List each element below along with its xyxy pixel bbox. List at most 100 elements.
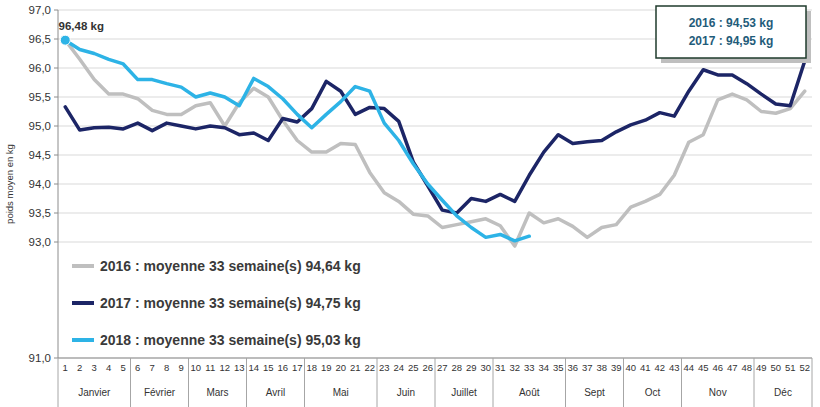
y-tick: [54, 97, 58, 98]
x-tick-label: 36: [567, 362, 578, 373]
group-separator: [188, 358, 189, 407]
x-tick-label: 28: [451, 362, 462, 373]
month-label: Mars: [206, 387, 228, 398]
group-separator: [812, 358, 813, 407]
month-label: Février: [144, 387, 176, 398]
legend-label: 2017 : moyenne 33 semaine(s) 94,75 kg: [100, 295, 361, 311]
legend-swatch: [72, 264, 94, 268]
x-tick-label: 27: [437, 362, 448, 373]
x-tick-label: 35: [553, 362, 564, 373]
legend-swatch: [72, 338, 94, 342]
month-label: Mai: [333, 387, 349, 398]
x-tick-label: 20: [335, 362, 346, 373]
x-tick-label: 49: [756, 362, 767, 373]
annotation: 2017 : 94,95 kg: [689, 34, 774, 48]
x-tick-label: 16: [277, 362, 288, 373]
x-tick-label: 12: [219, 362, 230, 373]
grid-line: [58, 68, 812, 69]
plot-area: [65, 40, 805, 246]
x-tick-label: 42: [654, 362, 665, 373]
x-tick-label: 22: [364, 362, 375, 373]
x-tick-label: 7: [150, 362, 155, 373]
y-tick: [54, 68, 58, 69]
x-tick-label: 40: [625, 362, 636, 373]
x-tick-label: 1: [63, 362, 68, 373]
grid-line: [58, 242, 812, 243]
month-label: Janvier: [78, 387, 111, 398]
y-tick: [54, 213, 58, 214]
x-tick-label: 4: [106, 362, 111, 373]
x-tick-label: 18: [306, 362, 317, 373]
x-tick-label: 9: [179, 362, 184, 373]
x-tick-label: 37: [582, 362, 593, 373]
x-tick-label: 11: [205, 362, 215, 373]
y-tick: [54, 126, 58, 127]
x-tick-label: 50: [770, 362, 781, 373]
y-tick-label: 95,0: [29, 120, 51, 132]
month-label: Oct: [645, 387, 661, 398]
month-label: Déc: [774, 387, 792, 398]
x-tick-label: 31: [495, 362, 506, 373]
group-separator: [681, 358, 682, 407]
y-tick-label: 93,0: [29, 236, 51, 248]
annotation-box: [656, 6, 806, 58]
group-separator: [754, 358, 755, 407]
x-tick-label: 5: [121, 362, 126, 373]
y-tick: [54, 39, 58, 40]
grid-line: [58, 213, 812, 214]
x-tick-label: 19: [321, 362, 332, 373]
x-tick-label: 3: [92, 362, 97, 373]
grid-line: [58, 155, 812, 156]
y-tick-label: 91,0: [29, 352, 51, 364]
y-tick-label: 94,5: [29, 149, 51, 161]
grid-line: [58, 97, 812, 98]
group-separator: [58, 358, 59, 407]
x-tick-label: 33: [524, 362, 535, 373]
month-label: Août: [519, 387, 540, 398]
month-label: Juin: [397, 387, 415, 398]
group-separator: [130, 358, 131, 407]
y-tick-label: 95,5: [29, 91, 51, 103]
x-tick-label: 43: [669, 362, 680, 373]
x-tick-label: 30: [480, 362, 491, 373]
x-tick-label: 44: [683, 362, 694, 373]
series-line: [65, 40, 805, 246]
y-tick-label: 93,5: [29, 207, 51, 219]
highlight-point: [60, 35, 70, 45]
x-tick-label: 26: [422, 362, 433, 373]
x-tick-label: 24: [393, 362, 404, 373]
month-label: Nov: [709, 387, 727, 398]
x-tick-label: 32: [509, 362, 520, 373]
group-separator: [493, 358, 494, 407]
x-tick-label: 48: [741, 362, 752, 373]
x-tick-label: 13: [234, 362, 245, 373]
x-tick-label: 47: [727, 362, 738, 373]
group-separator: [377, 358, 378, 407]
x-tick-label: 34: [538, 362, 549, 373]
group-separator: [435, 358, 436, 407]
x-tick-label: 51: [785, 362, 796, 373]
y-axis-label: poids moyen en kg: [4, 144, 15, 224]
x-tick-label: 25: [408, 362, 419, 373]
x-tick-label: 2: [77, 362, 82, 373]
annotation: 96,48 kg: [59, 20, 104, 32]
x-tick-label: 38: [596, 362, 607, 373]
x-tick-label: 15: [263, 362, 274, 373]
grid-line: [58, 184, 812, 185]
y-axis: [58, 10, 59, 358]
y-tick: [54, 155, 58, 156]
x-tick-label: 17: [292, 362, 303, 373]
x-tick-label: 39: [611, 362, 622, 373]
legend-label: 2018 : moyenne 33 semaine(s) 95,03 kg: [100, 332, 361, 348]
group-separator: [623, 358, 624, 407]
group-separator: [565, 358, 566, 407]
x-tick-label: 21: [350, 362, 361, 373]
y-tick: [54, 242, 58, 243]
y-tick: [54, 358, 58, 359]
annotation: 2016 : 94,53 kg: [689, 16, 774, 30]
x-tick-label: 10: [190, 362, 201, 373]
legend-swatch: [72, 301, 94, 305]
group-separator: [304, 358, 305, 407]
x-tick-label: 14: [248, 362, 259, 373]
series-line: [65, 40, 529, 241]
